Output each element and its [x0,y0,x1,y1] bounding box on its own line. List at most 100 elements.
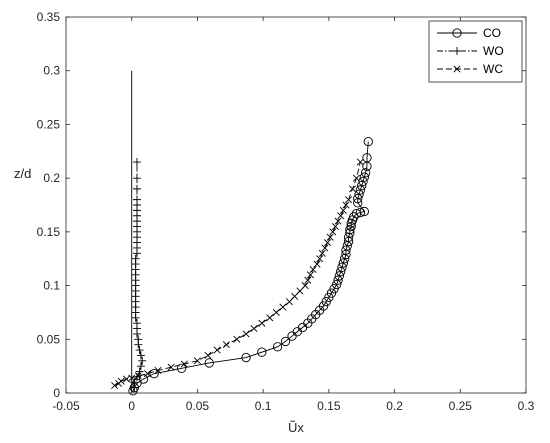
data-point [336,266,346,277]
data-point [117,377,125,385]
legend-label: CO [483,26,501,40]
data-point [334,217,342,225]
y-axis-label: z/d [14,166,31,181]
data-point [354,189,364,199]
data-point [363,136,373,147]
data-point [339,206,347,214]
data-point [233,335,241,343]
data-point [280,336,291,347]
data-point [250,325,258,333]
data-point [324,239,332,247]
y-tick-label: 0.2 [43,171,60,185]
y-tick-label: 0.25 [37,117,61,131]
y-tick-label: 0.05 [37,332,61,346]
legend-label: WO [483,44,504,58]
data-point [204,358,214,368]
legend-marker [453,47,461,55]
data-point [316,255,324,263]
data-point [353,193,363,204]
data-point [167,363,175,371]
x-tick-label: 0 [128,399,135,413]
data-point [111,381,119,389]
data-point [132,319,141,328]
data-point [345,228,355,238]
data-point [213,346,221,354]
data-point [337,262,347,272]
data-point [349,212,359,222]
legend-marker [453,65,461,73]
series-co [128,136,373,396]
data-point [362,153,372,163]
axis-ticks: -0.05 0 0.05 0.1 0.15 0.2 0.25 0.300.050.10.150… [37,10,535,413]
data-point [258,319,266,327]
data-point [222,341,230,349]
data-point [266,314,274,322]
y-tick-label: 0.35 [37,10,61,24]
x-tick-label: 0.1 [255,399,272,413]
data-point [348,185,357,193]
x-tick-label: -0.05 [52,399,80,413]
data-point [138,356,147,365]
data-point [132,158,141,167]
data-point [136,362,145,371]
data-point [241,352,251,363]
data-point [132,174,141,183]
data-point [318,249,326,257]
data-point [357,181,367,191]
data-point [309,265,317,273]
data-point [279,303,287,311]
x-tick-label: 0.05 [186,399,210,413]
data-point [346,221,356,232]
data-point [338,258,348,268]
x-tick-label: 0.3 [518,399,535,413]
data-point [304,276,312,284]
data-point [331,222,339,231]
data-point [136,351,145,360]
y-tick-label: 0.3 [43,64,60,78]
data-point [313,260,321,268]
data-point [334,271,345,281]
data-point [321,244,329,252]
data-point [134,335,143,344]
data-point [332,279,342,290]
data-point [272,308,280,316]
data-point [193,357,201,365]
data-point [134,372,142,380]
legend-box [428,20,523,83]
data-point [154,366,162,374]
x-tick-label: 0.25 [449,399,473,413]
legend-marker [452,28,462,38]
data-point [359,172,369,182]
data-point [345,196,353,204]
data-point [342,201,350,209]
data-point [132,184,141,193]
data-point [358,176,368,187]
data-point [131,254,140,263]
data-point [257,347,267,357]
series-wc [111,158,364,389]
data-point [337,212,345,220]
legend-label: WC [483,62,503,76]
data-point [177,363,187,373]
data-point [361,168,371,178]
data-point [355,185,366,195]
x-axis-label: Ũx [288,420,304,435]
legend: CO WO WC [428,20,523,83]
data-point [355,207,366,218]
data-point [341,245,351,255]
data-point [356,158,364,166]
series-layer [111,70,373,396]
data-point [352,174,360,182]
y-tick-label: 0 [53,386,60,400]
data-point [132,195,141,204]
data-point [149,369,159,379]
data-point [143,370,152,378]
x-tick-label: 0.2 [386,399,403,413]
y-tick-label: 0.1 [43,279,60,293]
x-tick-label: 0.15 [317,399,341,413]
y-tick-label: 0.15 [37,225,61,239]
data-point [301,282,309,290]
data-point [333,275,343,285]
data-point [359,206,369,217]
